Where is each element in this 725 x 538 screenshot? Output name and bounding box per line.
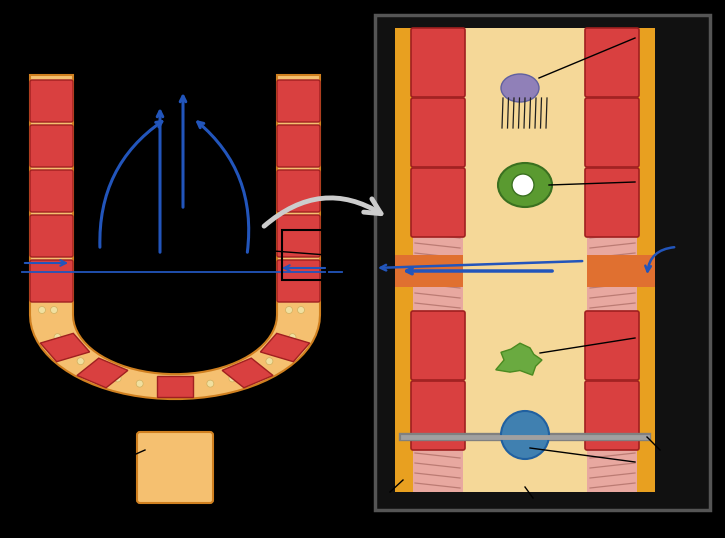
- Circle shape: [38, 131, 46, 138]
- FancyBboxPatch shape: [277, 260, 320, 302]
- Polygon shape: [157, 376, 193, 398]
- Circle shape: [54, 334, 61, 341]
- Polygon shape: [496, 343, 542, 375]
- Ellipse shape: [498, 163, 552, 207]
- FancyBboxPatch shape: [585, 98, 639, 167]
- Circle shape: [297, 263, 304, 270]
- Circle shape: [51, 87, 57, 94]
- Circle shape: [38, 307, 46, 314]
- Circle shape: [512, 174, 534, 196]
- FancyBboxPatch shape: [585, 311, 639, 380]
- Circle shape: [286, 196, 292, 203]
- Circle shape: [297, 307, 304, 314]
- FancyBboxPatch shape: [30, 125, 73, 167]
- FancyBboxPatch shape: [411, 28, 465, 97]
- Circle shape: [183, 383, 191, 390]
- Circle shape: [297, 174, 304, 181]
- Circle shape: [229, 375, 236, 382]
- Circle shape: [38, 218, 46, 225]
- Bar: [282, 230, 327, 280]
- Circle shape: [207, 380, 214, 387]
- Circle shape: [136, 380, 143, 387]
- Circle shape: [160, 383, 167, 390]
- Circle shape: [38, 240, 46, 247]
- FancyBboxPatch shape: [585, 381, 639, 450]
- Circle shape: [51, 152, 57, 159]
- Circle shape: [501, 411, 549, 459]
- Circle shape: [297, 152, 304, 159]
- Ellipse shape: [501, 74, 539, 102]
- Circle shape: [286, 240, 292, 247]
- Circle shape: [279, 346, 286, 353]
- Bar: [395, 28, 413, 492]
- Circle shape: [297, 285, 304, 292]
- Circle shape: [38, 109, 46, 116]
- Circle shape: [286, 131, 292, 138]
- Circle shape: [114, 375, 121, 382]
- Circle shape: [38, 263, 46, 270]
- Circle shape: [51, 196, 57, 203]
- Polygon shape: [222, 358, 273, 388]
- FancyBboxPatch shape: [585, 168, 639, 237]
- Circle shape: [297, 240, 304, 247]
- Circle shape: [266, 358, 273, 365]
- FancyBboxPatch shape: [277, 215, 320, 257]
- Polygon shape: [260, 334, 310, 362]
- Polygon shape: [30, 75, 320, 399]
- FancyBboxPatch shape: [411, 98, 465, 167]
- Circle shape: [249, 367, 256, 374]
- FancyBboxPatch shape: [277, 80, 320, 122]
- Circle shape: [51, 307, 57, 314]
- FancyBboxPatch shape: [411, 168, 465, 237]
- Circle shape: [38, 87, 46, 94]
- Circle shape: [297, 109, 304, 116]
- Circle shape: [51, 263, 57, 270]
- Circle shape: [51, 240, 57, 247]
- FancyBboxPatch shape: [411, 381, 465, 450]
- Circle shape: [77, 358, 84, 365]
- FancyBboxPatch shape: [277, 170, 320, 212]
- FancyBboxPatch shape: [30, 80, 73, 122]
- Circle shape: [297, 131, 304, 138]
- Circle shape: [286, 174, 292, 181]
- FancyBboxPatch shape: [30, 170, 73, 212]
- Bar: [587, 28, 637, 492]
- FancyBboxPatch shape: [411, 311, 465, 380]
- Circle shape: [38, 174, 46, 181]
- Circle shape: [297, 196, 304, 203]
- Circle shape: [286, 285, 292, 292]
- Circle shape: [286, 218, 292, 225]
- Bar: [463, 255, 587, 287]
- Circle shape: [297, 218, 304, 225]
- Circle shape: [286, 307, 292, 314]
- Bar: [413, 28, 463, 492]
- Bar: [637, 28, 655, 492]
- Circle shape: [286, 152, 292, 159]
- Circle shape: [286, 109, 292, 116]
- Polygon shape: [77, 358, 128, 388]
- FancyBboxPatch shape: [585, 28, 639, 97]
- FancyBboxPatch shape: [30, 260, 73, 302]
- Circle shape: [51, 109, 57, 116]
- Circle shape: [38, 152, 46, 159]
- Circle shape: [289, 334, 296, 341]
- FancyBboxPatch shape: [137, 432, 213, 503]
- Bar: [463, 28, 587, 492]
- Bar: [395, 255, 655, 287]
- Polygon shape: [41, 334, 90, 362]
- Circle shape: [51, 285, 57, 292]
- Circle shape: [94, 367, 102, 374]
- Circle shape: [51, 218, 57, 225]
- Circle shape: [286, 87, 292, 94]
- Circle shape: [51, 131, 57, 138]
- FancyBboxPatch shape: [30, 215, 73, 257]
- Circle shape: [38, 196, 46, 203]
- Circle shape: [51, 174, 57, 181]
- Bar: [375, 15, 710, 510]
- Circle shape: [64, 346, 70, 353]
- FancyBboxPatch shape: [277, 125, 320, 167]
- Circle shape: [297, 87, 304, 94]
- Circle shape: [286, 263, 292, 270]
- Circle shape: [38, 285, 46, 292]
